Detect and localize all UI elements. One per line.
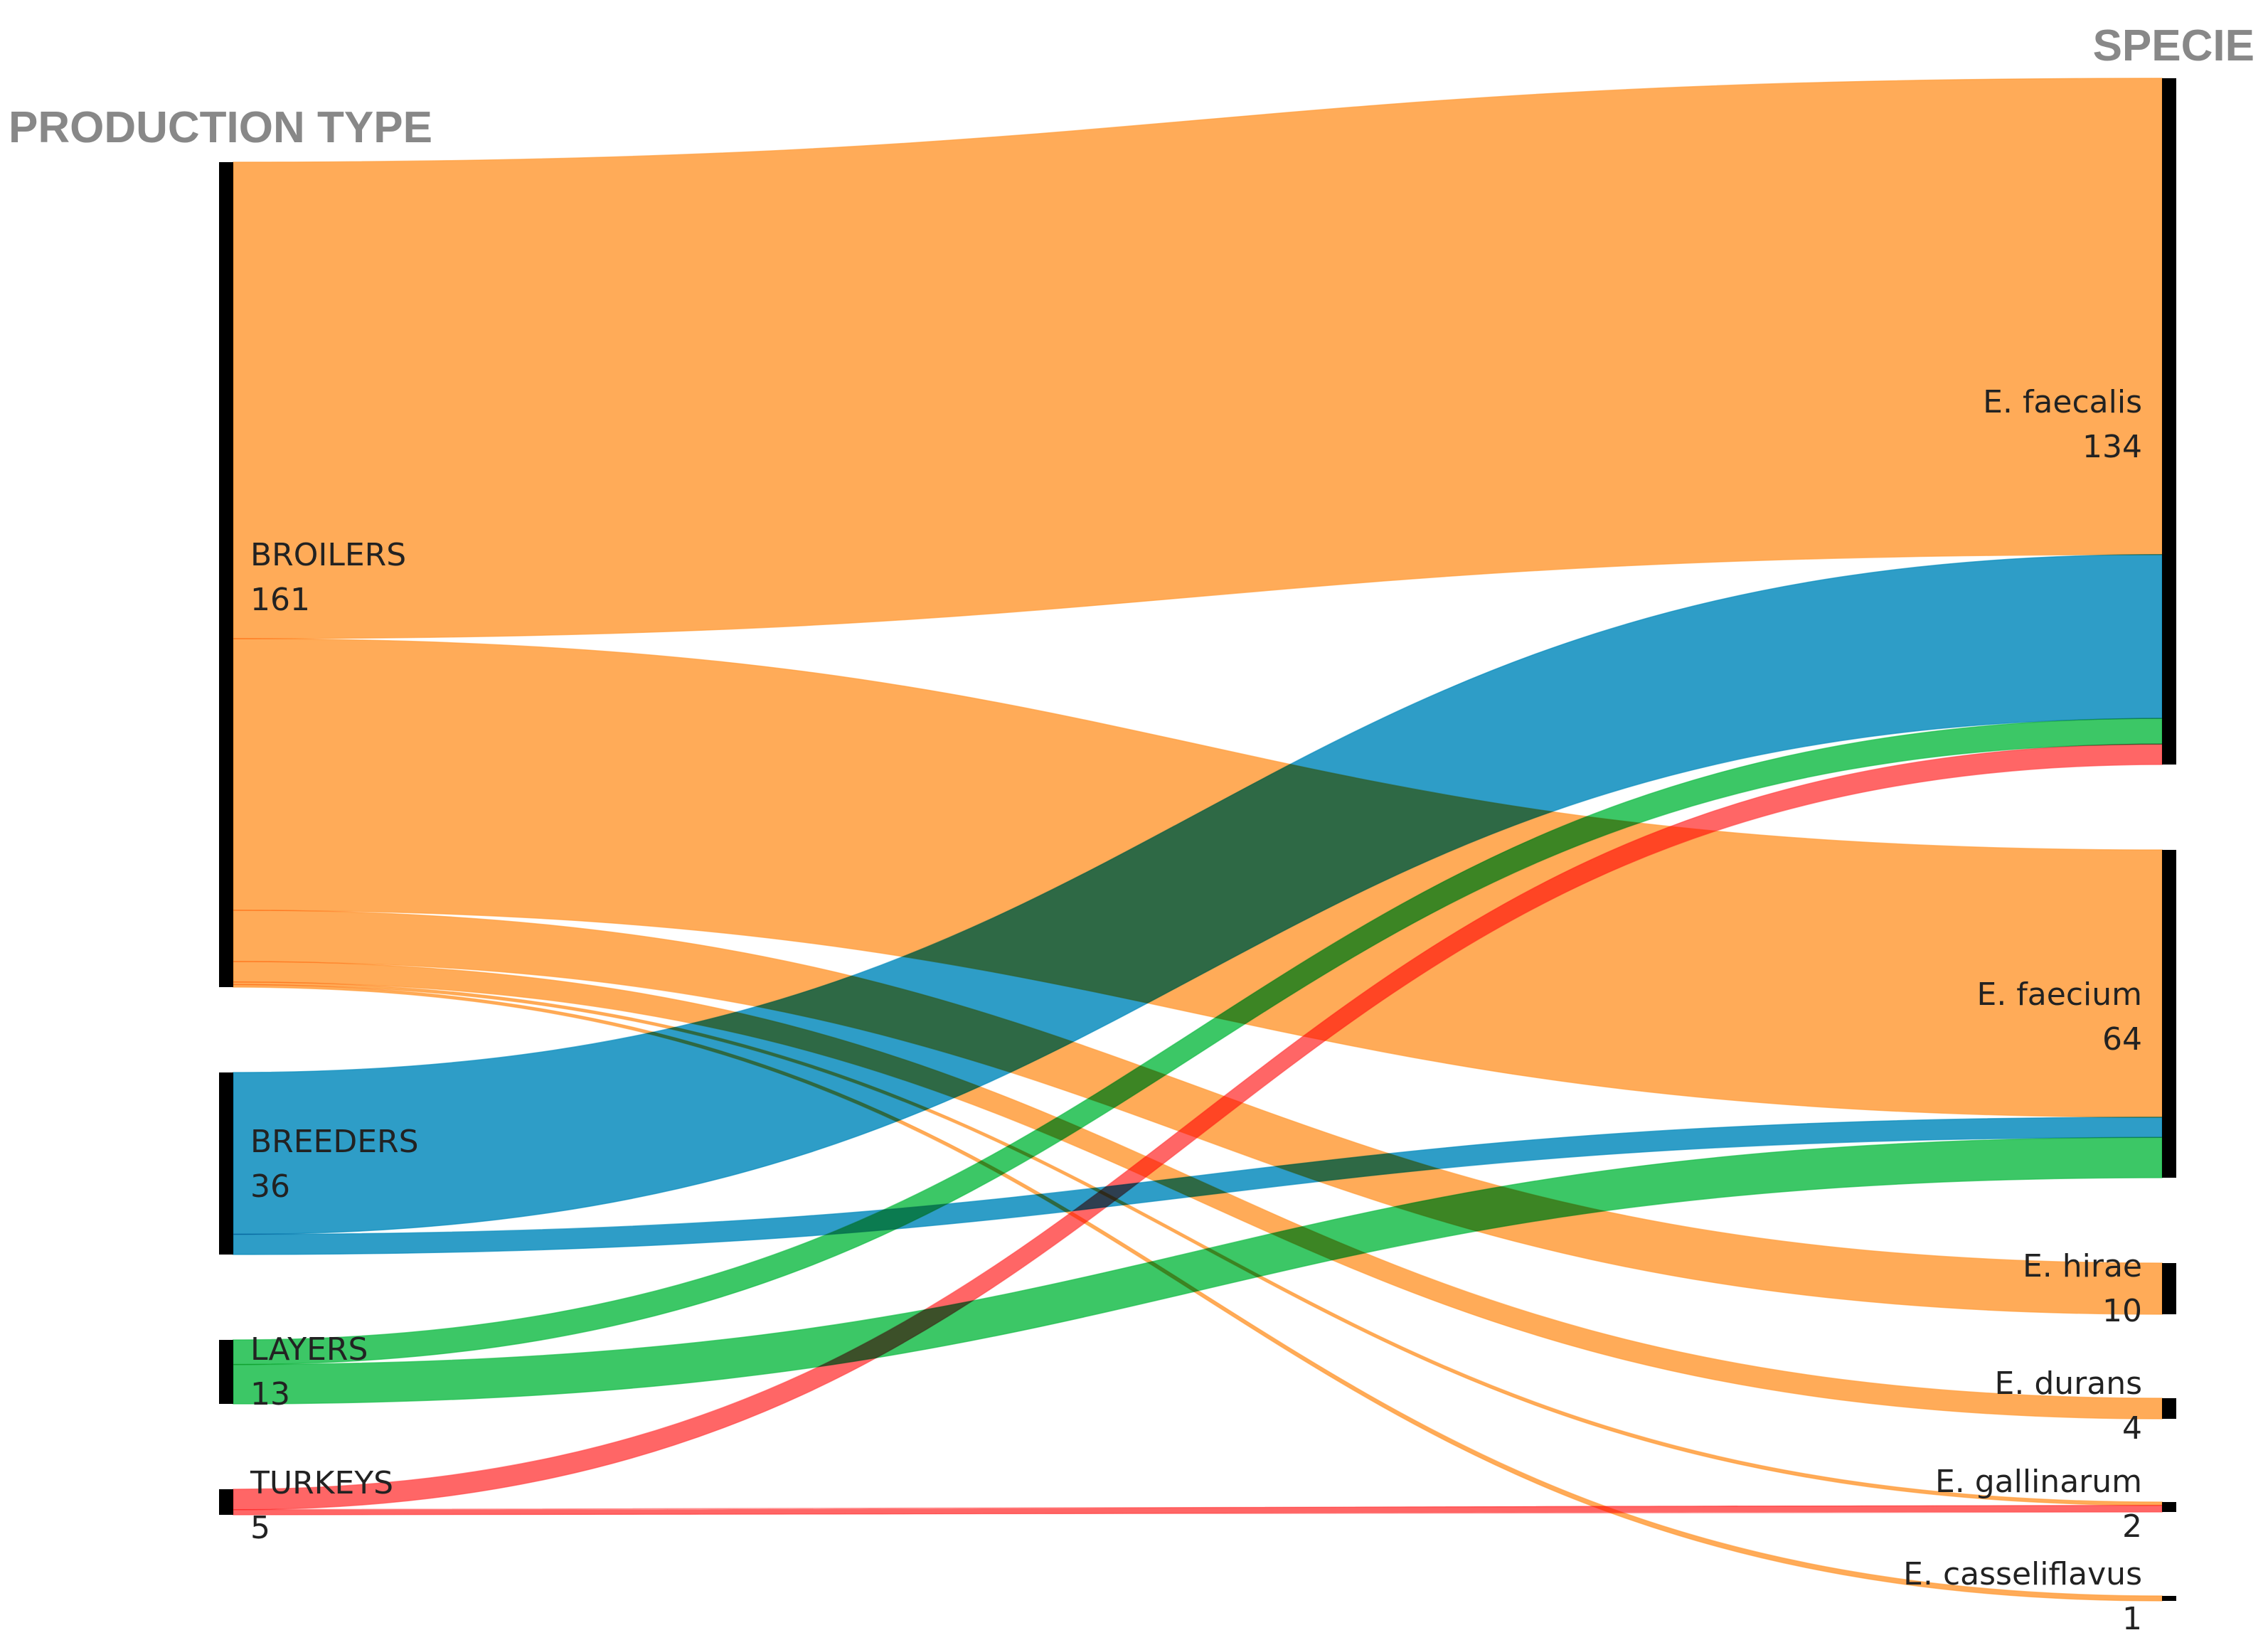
node-label-breeders: BREEDERS	[250, 1124, 419, 1160]
node-label-faecium: E. faecium	[1977, 976, 2142, 1013]
label-layer: BROILERS 161 BREEDERS 36 LAYERS 13 TURKEYS 5 E. …	[250, 384, 2142, 1637]
node-value-hirae: 10	[2102, 1293, 2142, 1329]
node-value-turkeys: 5	[250, 1510, 270, 1546]
node-label-layers: LAYERS	[250, 1331, 368, 1368]
node-value-casseliflavus: 1	[2122, 1601, 2142, 1637]
node-value-broilers: 161	[250, 582, 310, 618]
node-label-turkeys: TURKEYS	[250, 1465, 393, 1501]
node-label-broilers: BROILERS	[250, 537, 406, 573]
node-label-hirae: E. hirae	[2023, 1248, 2142, 1284]
node-gallinarum	[2162, 1502, 2176, 1512]
right-axis-title: SPECIE	[2093, 21, 2254, 70]
node-label-gallinarum: E. gallinarum	[1935, 1464, 2142, 1500]
node-layers	[219, 1340, 233, 1404]
node-value-layers: 13	[250, 1376, 290, 1412]
flow-turkeys-to-gallinarum	[233, 1504, 2163, 1516]
node-label-casseliflavus: E. casseliflavus	[1903, 1556, 2142, 1592]
node-breeders	[219, 1072, 233, 1255]
node-hirae	[2162, 1263, 2176, 1314]
node-turkeys	[219, 1489, 233, 1515]
node-value-faecalis: 134	[2082, 429, 2142, 465]
node-faecalis	[2162, 78, 2176, 765]
node-value-faecium: 64	[2102, 1021, 2142, 1058]
node-faecium	[2162, 850, 2176, 1178]
node-value-breeders: 36	[250, 1168, 290, 1205]
node-durans	[2162, 1398, 2176, 1419]
node-broilers	[219, 162, 233, 987]
left-axis-title: PRODUCTION TYPE	[9, 103, 432, 152]
node-label-faecalis: E. faecalis	[1983, 384, 2142, 420]
node-casseliflavus	[2162, 1596, 2176, 1601]
node-value-durans: 4	[2122, 1410, 2142, 1447]
flow-broilers-to-faecalis	[233, 78, 2163, 639]
flow-layer	[233, 78, 2163, 1602]
node-label-durans: E. durans	[1995, 1365, 2142, 1402]
node-layer	[219, 78, 2176, 1601]
node-value-gallinarum: 2	[2122, 1508, 2142, 1545]
